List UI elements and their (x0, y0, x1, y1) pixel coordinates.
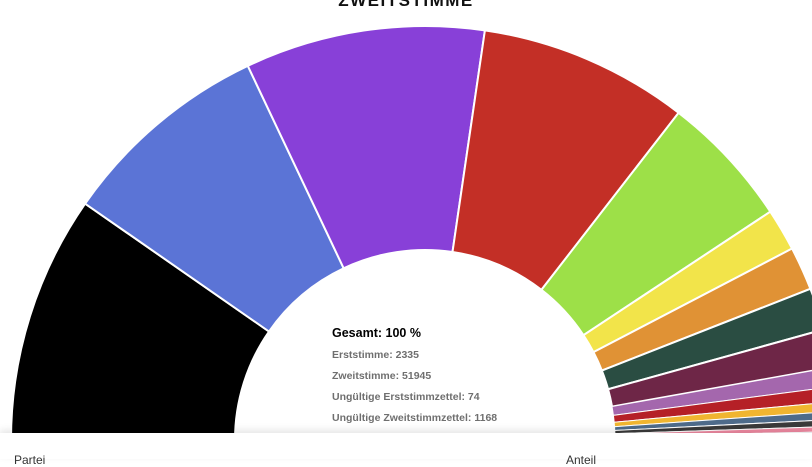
chart-title: ZWEITSTIMME (338, 0, 474, 10)
second-vote-count: Zweitstimme: 51945 (332, 370, 432, 382)
donut-slice-3[interactable] (246, 25, 487, 270)
share-column-header: Anteil (566, 453, 597, 467)
center-summary: Gesamt: 100 % Erststimme: 2335 Zweitstim… (332, 326, 572, 433)
first-vote-count: Erststimme: 2335 (332, 349, 419, 361)
invalid-second-ballots: Ungültige Zweitstimmzettel: 1168 (332, 412, 498, 424)
invalid-first-ballots: Ungültige Erststimmzettel: 74 (332, 391, 480, 403)
party-column-header: Partei (14, 453, 46, 467)
total-label: Gesamt: 100 % (332, 326, 421, 340)
table-header-bar: Partei Anteil (0, 433, 812, 467)
